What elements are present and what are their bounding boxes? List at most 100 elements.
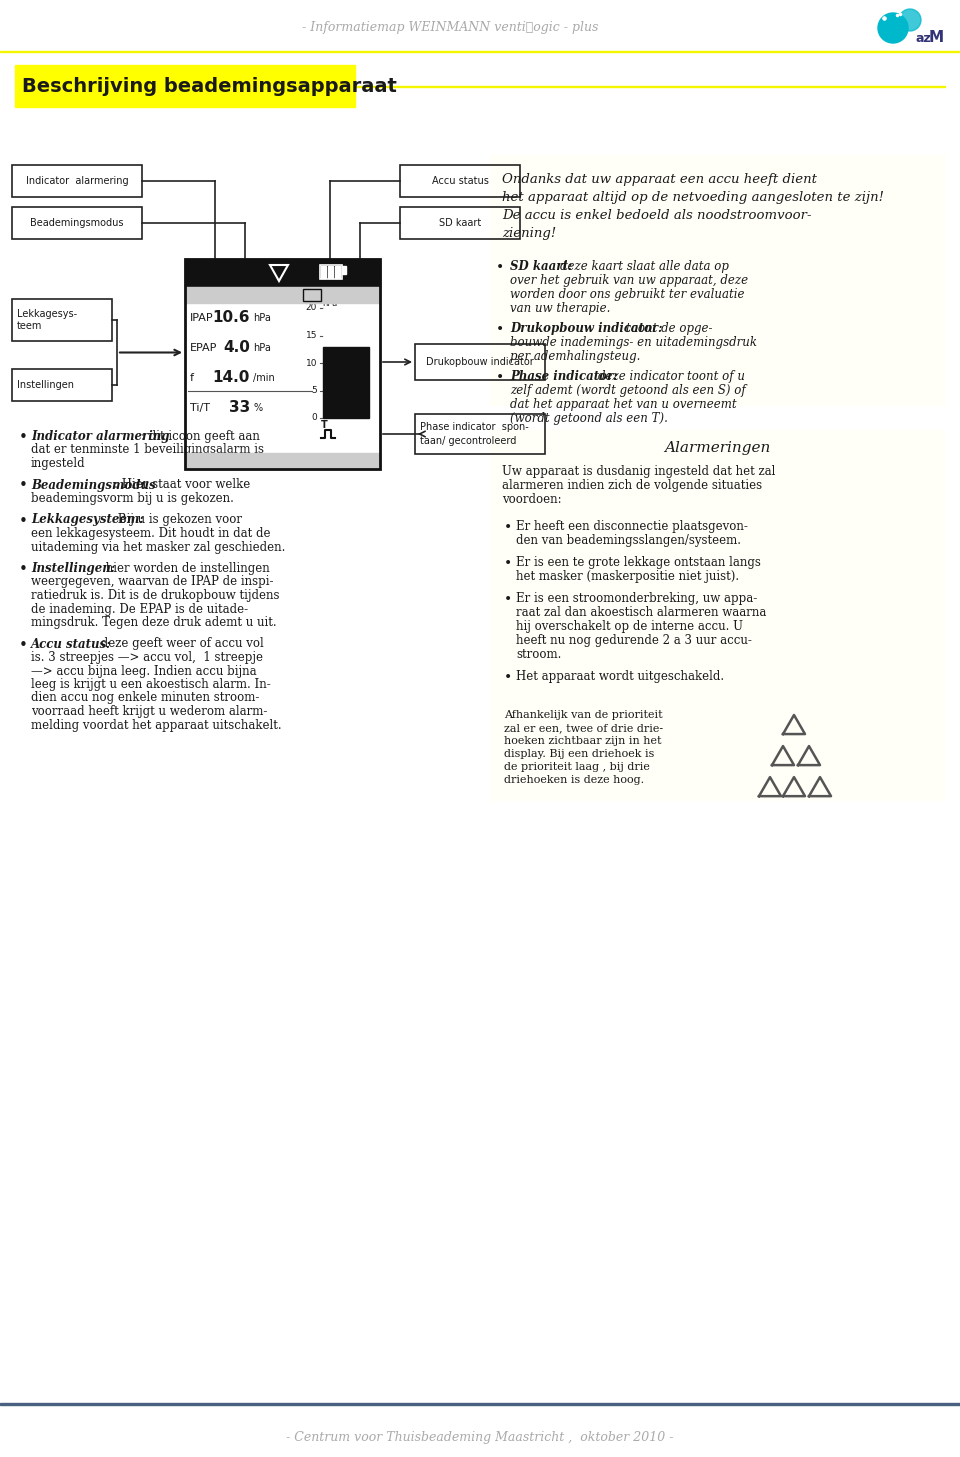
Bar [185, 453, 380, 469]
Text: : Hier staat voor welke: : Hier staat voor welke [113, 478, 250, 491]
Text: per ademhalingsteug.: per ademhalingsteug. [510, 350, 640, 363]
Bar [303, 288, 321, 302]
Text: Lekkagesysteem: Lekkagesysteem [233, 290, 332, 300]
Text: stroom.: stroom. [516, 648, 562, 661]
Text: Beademingsmodus: Beademingsmodus [31, 219, 124, 227]
Text: leeg is krijgt u een akoestisch alarm. In-: leeg is krijgt u een akoestisch alarm. I… [31, 678, 271, 691]
Text: az: az [916, 32, 932, 45]
Text: voordoen:: voordoen: [502, 492, 562, 506]
Text: •: • [18, 513, 28, 529]
Text: dien accu nog enkele minuten stroom-: dien accu nog enkele minuten stroom- [31, 692, 259, 705]
Text: EPAP: EPAP [190, 342, 217, 353]
Text: melding voordat het apparaat uitschakelt.: melding voordat het apparaat uitschakelt… [31, 718, 281, 731]
Bar [185, 259, 380, 287]
Text: het apparaat altijd op de netvoeding aangesloten te zijn!: het apparaat altijd op de netvoeding aan… [502, 191, 884, 204]
Text: Alarmeringen: Alarmeringen [664, 441, 771, 455]
Text: de inademing. De EPAP is de uitade-: de inademing. De EPAP is de uitade- [31, 603, 248, 615]
Text: Ondanks dat uw apparaat een accu heeft dient: Ondanks dat uw apparaat een accu heeft d… [502, 173, 817, 186]
Text: •: • [504, 670, 512, 683]
Text: uitademing via het masker zal geschieden.: uitademing via het masker zal geschieden… [31, 541, 285, 554]
Text: (wordt getoond als een T).: (wordt getoond als een T). [510, 412, 668, 425]
Circle shape [899, 9, 921, 31]
Text: SD: SD [306, 290, 318, 300]
Text: 33: 33 [228, 401, 250, 415]
Text: Ti/T: Ti/T [190, 404, 210, 412]
Text: van uw therapie.: van uw therapie. [510, 302, 611, 315]
Text: 4.0: 4.0 [223, 341, 250, 356]
Text: f: f [190, 373, 194, 383]
Text: •: • [18, 478, 28, 494]
Text: Phase indicator  spon-
taan/ gecontroleerd: Phase indicator spon- taan/ gecontroleer… [420, 423, 529, 446]
Text: display. Bij een driehoek is: display. Bij een driehoek is [504, 749, 655, 759]
Text: SD kaart:: SD kaart: [510, 259, 572, 272]
Text: T: T [321, 420, 327, 430]
Text: dat het apparaat het van u overneemt: dat het apparaat het van u overneemt [510, 398, 736, 411]
Text: hoeken zichtbaar zijn in het: hoeken zichtbaar zijn in het [504, 736, 661, 746]
Text: de prioriteit laag , bij drie: de prioriteit laag , bij drie [504, 762, 650, 772]
Bar [12, 299, 112, 341]
Text: raat zal dan akoestisch alarmeren waarna: raat zal dan akoestisch alarmeren waarna [516, 606, 766, 619]
Bar [0, 51, 960, 52]
Bar [355, 86, 945, 87]
Text: •: • [496, 370, 504, 385]
Text: mingsdruk. Tegen deze druk ademt u uit.: mingsdruk. Tegen deze druk ademt u uit. [31, 616, 276, 629]
Text: hier worden de instellingen: hier worden de instellingen [103, 562, 271, 576]
Text: 0: 0 [311, 414, 317, 423]
Text: Er heeft een disconnectie plaatsgevon-: Er heeft een disconnectie plaatsgevon- [516, 520, 748, 533]
Text: Lekkagesysteem:: Lekkagesysteem: [31, 513, 144, 526]
Text: S/T: S/T [197, 267, 219, 280]
Text: Meni: Meni [340, 456, 370, 466]
Bar [415, 414, 545, 455]
Circle shape [878, 13, 908, 44]
Text: hij overschakelt op de interne accu. U: hij overschakelt op de interne accu. U [516, 621, 743, 632]
Text: Het apparaat wordt uitgeschakeld.: Het apparaat wordt uitgeschakeld. [516, 670, 724, 683]
Bar [12, 207, 142, 239]
Text: Er is een te grote lekkage ontstaan langs: Er is een te grote lekkage ontstaan lang… [516, 557, 761, 570]
Text: zelf ademt (wordt getoond als een S) of: zelf ademt (wordt getoond als een S) of [510, 385, 746, 396]
Text: Phase indicator:: Phase indicator: [510, 370, 617, 383]
Bar [335, 267, 340, 278]
Text: IPAP: IPAP [190, 313, 214, 323]
Text: Instellingen:: Instellingen: [31, 562, 115, 576]
Bar [328, 267, 333, 278]
Text: : dit icoon geeft aan: : dit icoon geeft aan [141, 430, 260, 443]
Text: Drukopbouw indicator:: Drukopbouw indicator: [510, 322, 662, 335]
Text: •: • [18, 430, 28, 444]
Text: •: • [504, 592, 512, 606]
Text: - Centrum voor Thuisbeademing Maastricht ,  oktober 2010 -: - Centrum voor Thuisbeademing Maastricht… [286, 1431, 674, 1444]
Bar [323, 347, 369, 418]
Text: 5: 5 [311, 386, 317, 395]
Bar [12, 165, 142, 197]
Text: 10: 10 [305, 358, 317, 367]
Text: Accu status: Accu status [432, 176, 489, 186]
Bar [323, 307, 369, 418]
Text: De accu is enkel bedoeld als noodstroomvoor-: De accu is enkel bedoeld als noodstroomv… [502, 208, 811, 221]
Text: zal er een, twee of drie drie-: zal er een, twee of drie drie- [504, 723, 663, 733]
Text: Drukopbouw indicator: Drukopbouw indicator [426, 357, 534, 367]
Text: 20: 20 [305, 303, 317, 312]
Bar [415, 344, 545, 380]
Text: is. 3 streepjes —> accu vol,  1 streepje: is. 3 streepjes —> accu vol, 1 streepje [31, 651, 263, 664]
Bar [490, 430, 945, 800]
Text: bouwde inademings- en uitademingsdruk: bouwde inademings- en uitademingsdruk [510, 337, 757, 350]
Bar [185, 287, 380, 303]
Text: deze indicator toont of u: deze indicator toont of u [598, 370, 745, 383]
Text: Beschrijving beademingsapparaat: Beschrijving beademingsapparaat [22, 77, 396, 96]
Text: Beademingsmodus: Beademingsmodus [31, 478, 156, 491]
Text: ingesteld: ingesteld [31, 457, 85, 471]
Text: Afhankelijk van de prioriteit: Afhankelijk van de prioriteit [504, 710, 662, 720]
Text: —> accu bijna leeg. Indien accu bijna: —> accu bijna leeg. Indien accu bijna [31, 664, 256, 678]
Bar [12, 369, 112, 401]
Text: M: M [929, 31, 944, 45]
Text: deze geeft weer of accu vol: deze geeft weer of accu vol [97, 638, 264, 650]
Text: den van beademingsslangen/systeem.: den van beademingsslangen/systeem. [516, 535, 741, 546]
Text: voorraad heeft krijgt u wederom alarm-: voorraad heeft krijgt u wederom alarm- [31, 705, 268, 718]
Text: toont de opge-: toont de opge- [626, 322, 712, 335]
Bar [0, 1403, 960, 1405]
Text: 15: 15 [305, 331, 317, 339]
Bar [321, 267, 326, 278]
Text: worden door ons gebruikt ter evaluatie: worden door ons gebruikt ter evaluatie [510, 288, 745, 302]
Bar [342, 267, 346, 274]
Text: •: • [504, 557, 512, 570]
Text: Indicator alarmering: Indicator alarmering [31, 430, 170, 443]
